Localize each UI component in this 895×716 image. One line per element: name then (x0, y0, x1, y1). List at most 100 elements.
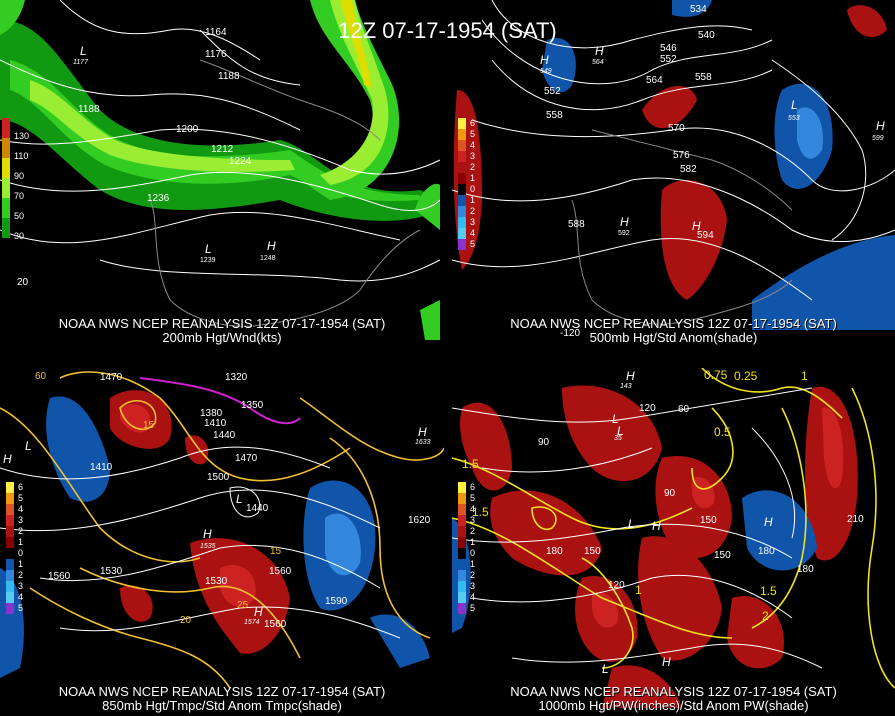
panel-caption: NOAA NWS NCEP REANALYSIS 12Z 07-17-1954 … (510, 316, 837, 331)
high-center: H (418, 425, 427, 439)
center-value: 564 (592, 59, 604, 66)
legend-label: 4 (18, 592, 24, 602)
legend-swatch (458, 559, 466, 570)
center-value: 143 (620, 383, 632, 390)
color-legend: 6 5 4 3 2 1 0 1 2 3 4 5 (456, 118, 486, 250)
legend-label: 50 (14, 211, 25, 221)
legend-label: 1 (470, 537, 476, 547)
legend-swatch (458, 504, 466, 515)
color-legend: 6 5 4 3 2 1 0 1 2 3 4 5 (456, 482, 486, 614)
legend-swatch (2, 138, 10, 158)
high-center: H (267, 239, 276, 253)
low-center: L (791, 98, 798, 112)
contour-label: 90 (664, 488, 676, 499)
legend-swatch (6, 515, 14, 526)
low-center: L (602, 662, 609, 676)
center-value: 35 (614, 435, 622, 442)
contour-label: 180 (797, 564, 814, 575)
color-legend: 6 5 4 3 2 1 0 1 2 3 4 5 (4, 482, 34, 614)
contour-label: 120 (608, 580, 625, 591)
contour-label: 1200 (176, 124, 199, 135)
map-500mb: 534 540 546 552 558 564 558 552 570 576 … (452, 0, 895, 339)
contour-label: 1590 (325, 596, 348, 607)
center-value: 1535 (200, 543, 216, 550)
legend-swatch (458, 581, 466, 592)
legend-swatch (458, 195, 466, 206)
legend-swatch (458, 515, 466, 526)
contour-label: 576 (673, 150, 690, 161)
legend-swatch (2, 158, 10, 178)
high-center: H (876, 119, 885, 133)
contour-label: 582 (680, 164, 697, 175)
contour-label: 150 (584, 546, 601, 557)
legend-label: 4 (18, 504, 24, 514)
low-center: L (236, 492, 243, 506)
high-center: H (203, 527, 212, 541)
legend-swatch (458, 151, 466, 162)
low-center: L (25, 439, 32, 453)
contour-label: 564 (646, 75, 663, 86)
high-center: H (3, 452, 12, 466)
legend-label: 3 (18, 515, 24, 525)
legend-swatch (6, 548, 14, 559)
contour-label: 180 (758, 546, 775, 557)
legend-swatch (458, 173, 466, 184)
contour-label: 1470 (235, 453, 258, 464)
legend-swatch (2, 218, 10, 238)
legend-swatch (458, 140, 466, 151)
legend-label: 2 (470, 570, 476, 580)
contour-label: 1620 (408, 515, 431, 526)
legend-label: 2 (470, 526, 476, 536)
contour-label: 1500 (207, 472, 230, 483)
high-center: H (254, 605, 263, 619)
legend-swatch (2, 198, 10, 218)
panel-500mb: 534 540 546 552 558 564 558 552 570 576 … (452, 0, 895, 348)
legend-label: 4 (470, 140, 476, 150)
contour-label: 1248 (260, 255, 276, 262)
contour-label: 594 (697, 230, 714, 241)
panel-850mb: 1470 1320 1380 1350 1410 1440 1470 1500 … (0, 368, 444, 716)
contour-label: 1470 (100, 372, 123, 383)
legend-label: 2 (18, 570, 24, 580)
high-center: H (652, 519, 661, 533)
legend-swatch (458, 482, 466, 493)
contour-label: 0.5 (714, 425, 731, 439)
contour-label: 1239 (200, 257, 216, 264)
legend-label: 5 (470, 493, 476, 503)
contour-label: 588 (568, 219, 585, 230)
legend-swatch (458, 570, 466, 581)
legend-swatch (458, 118, 466, 129)
panel-200mb: 1164 1176 1188 1188 1200 1212 1224 1236 … (0, 0, 444, 348)
legend-swatch (458, 162, 466, 173)
legend-swatch (6, 592, 14, 603)
center-value: 1177 (73, 59, 89, 66)
contour-label: 120 (639, 403, 656, 414)
legend-label: 3 (470, 515, 476, 525)
high-center: H (692, 219, 701, 233)
contour-label: 1164 (205, 27, 227, 38)
contour-label: 15 (270, 546, 282, 557)
contour-label: 552 (544, 86, 561, 97)
panel-1000mb: 60 90 120 150 180 150 120 90 180 210 180… (452, 368, 895, 716)
legend-label: 1 (18, 537, 24, 547)
contour-label: 1410 (204, 418, 227, 429)
contour-label: 150 (714, 550, 731, 561)
contour-label: 1380 (200, 408, 223, 419)
legend-swatch (458, 129, 466, 140)
legend-swatch (6, 493, 14, 504)
contour-label: 0.75 (704, 368, 728, 382)
contour-label: 1530 (205, 576, 228, 587)
legend-swatch (6, 526, 14, 537)
contour-label: 1530 (100, 566, 123, 577)
legend-swatch (458, 217, 466, 228)
contour-label: 1 (801, 369, 808, 383)
contour-label: 1.5 (462, 457, 479, 471)
legend-label: 5 (18, 493, 24, 503)
legend-label: 4 (470, 228, 476, 238)
legend-label: 1 (470, 173, 476, 183)
legend-swatch (458, 493, 466, 504)
legend-label: 3 (470, 581, 476, 591)
legend-swatch (458, 184, 466, 195)
center-value: 1633 (415, 439, 431, 446)
contour-label: 1236 (147, 193, 170, 204)
